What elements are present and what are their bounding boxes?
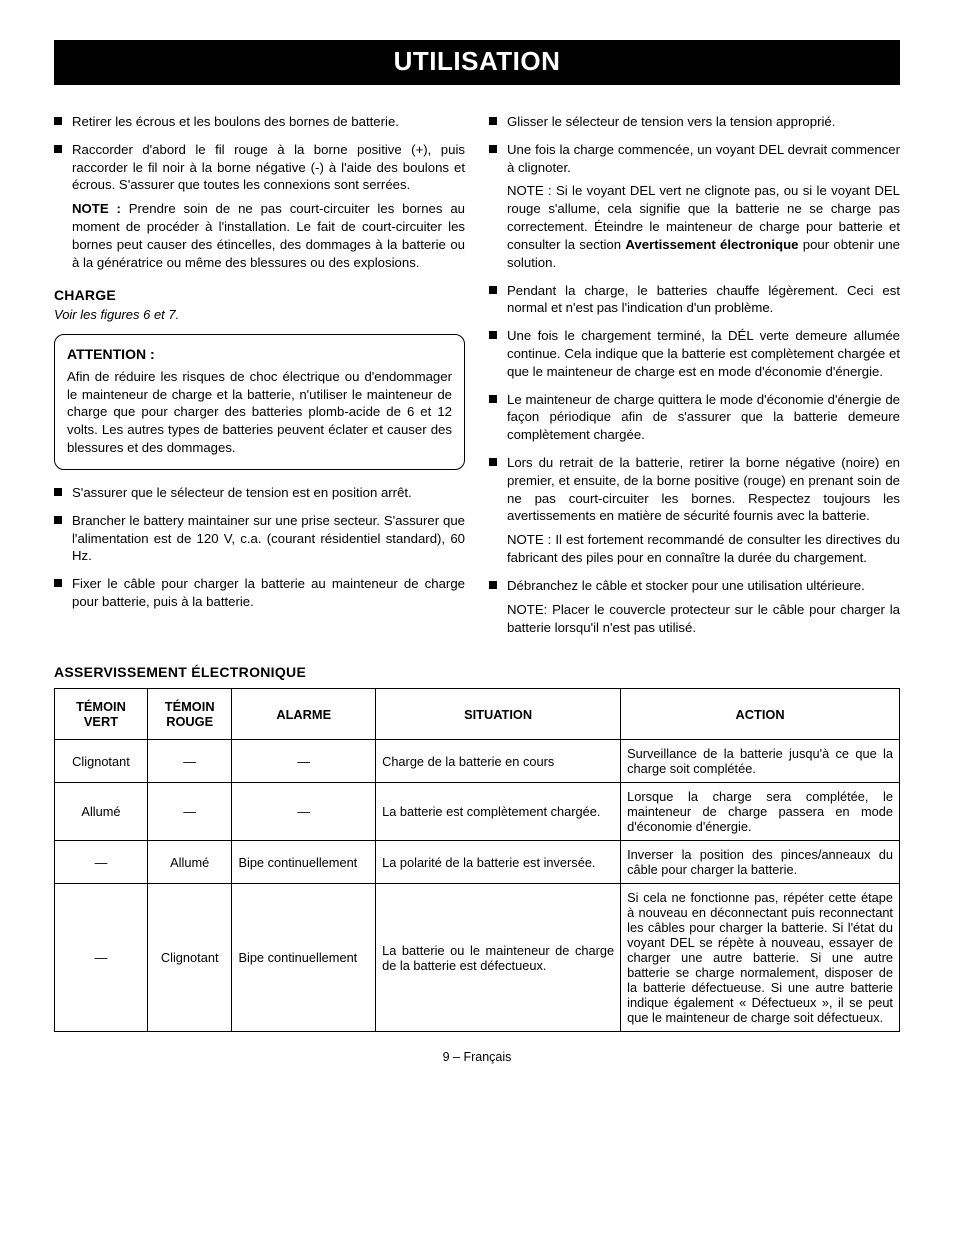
table-cell: Charge de la batterie en cours bbox=[376, 740, 621, 783]
table-title: ASSERVISSEMENT ÉLECTRONIQUE bbox=[54, 664, 900, 680]
table-body: Clignotant——Charge de la batterie en cou… bbox=[55, 740, 900, 1032]
page-footer: 9 – Français bbox=[54, 1050, 900, 1064]
list-text: Glisser le sélecteur de tension vers la … bbox=[507, 114, 835, 129]
page: UTILISATION Retirer les écrous et les bo… bbox=[0, 0, 954, 1094]
note-paragraph: NOTE: Placer le couvercle protecteur sur… bbox=[507, 601, 900, 637]
table-cell: Allumé bbox=[147, 841, 232, 884]
table-cell: — bbox=[55, 884, 148, 1032]
note-label: NOTE : bbox=[72, 201, 129, 216]
table-cell: — bbox=[55, 841, 148, 884]
list-item: Fixer le câble pour charger la batterie … bbox=[54, 575, 465, 611]
table-cell: Surveillance de la batterie jusqu'à ce q… bbox=[621, 740, 900, 783]
note-paragraph: NOTE : Si le voyant DEL vert ne clignote… bbox=[507, 182, 900, 271]
note-text: Prendre soin de ne pas court-circuiter l… bbox=[72, 201, 465, 269]
note-paragraph: NOTE : Il est fortement recommandé de co… bbox=[507, 531, 900, 567]
list-item: Une fois le chargement terminé, la DÉL v… bbox=[489, 327, 900, 380]
table-cell: La polarité de la batterie est inversée. bbox=[376, 841, 621, 884]
list-item: S'assurer que le sélecteur de tension es… bbox=[54, 484, 465, 502]
table-cell: Clignotant bbox=[147, 884, 232, 1032]
attention-body: Afin de réduire les risques de choc élec… bbox=[67, 368, 452, 457]
list-item: Brancher le battery maintainer sur une p… bbox=[54, 512, 465, 565]
table-row: Allumé——La batterie est complètement cha… bbox=[55, 783, 900, 841]
table-cell: Si cela ne fonctionne pas, répéter cette… bbox=[621, 884, 900, 1032]
list-text: Le mainteneur de charge quittera le mode… bbox=[507, 392, 900, 443]
status-table: TÉMOIN VERT TÉMOIN ROUGE ALARME SITUATIO… bbox=[54, 688, 900, 1032]
two-column-layout: Retirer les écrous et les boulons des bo… bbox=[54, 113, 900, 646]
list-item: Pendant la charge, le batteries chauffe … bbox=[489, 282, 900, 318]
col-header: TÉMOIN ROUGE bbox=[147, 689, 232, 740]
list-item: Une fois la charge commencée, un voyant … bbox=[489, 141, 900, 272]
list-text: Fixer le câble pour charger la batterie … bbox=[72, 576, 465, 609]
list-item: Le mainteneur de charge quittera le mode… bbox=[489, 391, 900, 444]
col-header: ALARME bbox=[232, 689, 376, 740]
left-bottom-list: S'assurer que le sélecteur de tension es… bbox=[54, 484, 465, 611]
right-list: Glisser le sélecteur de tension vers la … bbox=[489, 113, 900, 636]
list-text: Retirer les écrous et les boulons des bo… bbox=[72, 114, 399, 129]
table-cell: Clignotant bbox=[55, 740, 148, 783]
table-cell: — bbox=[232, 740, 376, 783]
list-text: Une fois la charge commencée, un voyant … bbox=[507, 142, 900, 175]
list-text: Pendant la charge, le batteries chauffe … bbox=[507, 283, 900, 316]
table-cell: Bipe continuellement bbox=[232, 841, 376, 884]
banner-title: UTILISATION bbox=[394, 46, 561, 76]
table-cell: Lorsque la charge sera complétée, le mai… bbox=[621, 783, 900, 841]
figure-reference: Voir les figures 6 et 7. bbox=[54, 306, 465, 324]
list-item: Glisser le sélecteur de tension vers la … bbox=[489, 113, 900, 131]
table-row: —AlluméBipe continuellementLa polarité d… bbox=[55, 841, 900, 884]
col-header: TÉMOIN VERT bbox=[55, 689, 148, 740]
list-item: Lors du retrait de la batterie, retirer … bbox=[489, 454, 900, 567]
list-text: Débranchez le câble et stocker pour une … bbox=[507, 578, 865, 593]
list-item: Retirer les écrous et les boulons des bo… bbox=[54, 113, 465, 131]
table-cell: — bbox=[147, 783, 232, 841]
attention-title: ATTENTION : bbox=[67, 345, 452, 364]
attention-box: ATTENTION : Afin de réduire les risques … bbox=[54, 334, 465, 470]
list-text: Brancher le battery maintainer sur une p… bbox=[72, 513, 465, 564]
left-column: Retirer les écrous et les boulons des bo… bbox=[54, 113, 465, 646]
list-item: Raccorder d'abord le fil rouge à la born… bbox=[54, 141, 465, 272]
right-column: Glisser le sélecteur de tension vers la … bbox=[489, 113, 900, 646]
list-text: S'assurer que le sélecteur de tension es… bbox=[72, 485, 412, 500]
col-header: ACTION bbox=[621, 689, 900, 740]
table-head: TÉMOIN VERT TÉMOIN ROUGE ALARME SITUATIO… bbox=[55, 689, 900, 740]
list-text: Lors du retrait de la batterie, retirer … bbox=[507, 455, 900, 523]
table-section: ASSERVISSEMENT ÉLECTRONIQUE TÉMOIN VERT … bbox=[54, 664, 900, 1032]
list-item: Débranchez le câble et stocker pour une … bbox=[489, 577, 900, 636]
section-banner: UTILISATION bbox=[54, 40, 900, 85]
table-cell: — bbox=[232, 783, 376, 841]
note-paragraph: NOTE : Prendre soin de ne pas court-circ… bbox=[72, 200, 465, 271]
list-text: Raccorder d'abord le fil rouge à la born… bbox=[72, 142, 465, 193]
table-row: Clignotant——Charge de la batterie en cou… bbox=[55, 740, 900, 783]
left-top-list: Retirer les écrous et les boulons des bo… bbox=[54, 113, 465, 272]
table-cell: Bipe continuellement bbox=[232, 884, 376, 1032]
list-text: Une fois le chargement terminé, la DÉL v… bbox=[507, 328, 900, 379]
table-cell: La batterie est complètement chargée. bbox=[376, 783, 621, 841]
charge-heading: CHARGE bbox=[54, 286, 465, 305]
table-cell: — bbox=[147, 740, 232, 783]
table-cell: La batterie ou le mainteneur de charge d… bbox=[376, 884, 621, 1032]
col-header: SITUATION bbox=[376, 689, 621, 740]
table-row: —ClignotantBipe continuellementLa batter… bbox=[55, 884, 900, 1032]
table-cell: Allumé bbox=[55, 783, 148, 841]
table-cell: Inverser la position des pinces/anneaux … bbox=[621, 841, 900, 884]
